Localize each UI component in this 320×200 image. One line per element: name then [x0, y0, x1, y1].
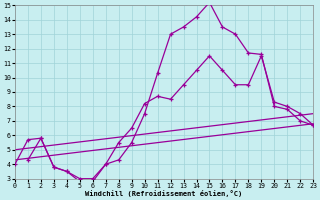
- X-axis label: Windchill (Refroidissement éolien,°C): Windchill (Refroidissement éolien,°C): [85, 190, 243, 197]
